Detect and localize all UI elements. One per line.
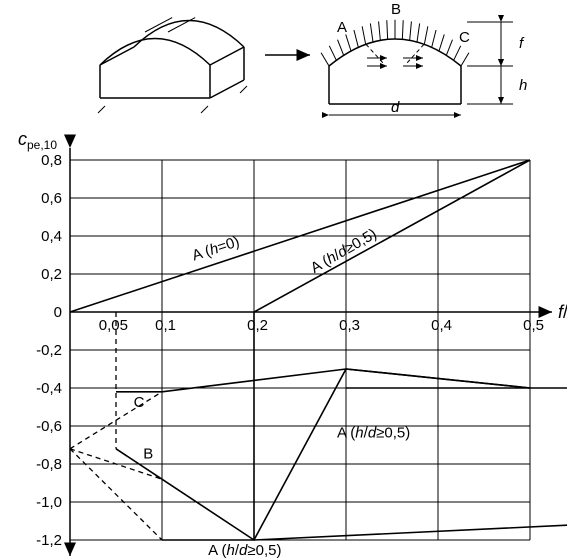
svg-text:cpe,10: cpe,10 [18,129,57,152]
svg-text:A (h/d≥0,5): A (h/d≥0,5) [208,542,281,559]
svg-text:d: d [391,99,400,116]
svg-text:0,5: 0,5 [523,317,544,334]
svg-text:-1,0: -1,0 [36,494,62,511]
svg-text:0: 0 [54,304,62,321]
svg-text:-1,2: -1,2 [36,532,62,549]
svg-text:0,4: 0,4 [431,317,452,334]
svg-text:0,05: 0,05 [99,317,128,334]
svg-text:0,8: 0,8 [41,152,62,169]
svg-text:A (h=0): A (h=0) [190,233,242,264]
svg-text:h: h [519,77,527,94]
svg-text:-0,6: -0,6 [36,418,62,435]
svg-text:0,2: 0,2 [41,266,62,283]
svg-text:f: f [519,35,525,52]
svg-text:0,4: 0,4 [41,228,62,245]
svg-text:B: B [143,445,153,462]
svg-text:-0,8: -0,8 [36,456,62,473]
svg-text:C: C [459,29,470,46]
svg-text:0,1: 0,1 [155,317,176,334]
svg-text:C: C [134,394,145,411]
svg-text:-0,4: -0,4 [36,380,62,397]
svg-text:A (h/d≥0,5): A (h/d≥0,5) [337,424,410,441]
svg-text:f/d: f/d [558,302,567,322]
svg-text:0,3: 0,3 [339,317,360,334]
svg-text:B: B [391,1,401,18]
svg-text:A: A [337,19,347,36]
svg-text:0,6: 0,6 [41,190,62,207]
svg-text:A (h/d≥0,5): A (h/d≥0,5) [308,225,380,276]
svg-text:-0,2: -0,2 [36,342,62,359]
svg-text:0,2: 0,2 [247,317,268,334]
